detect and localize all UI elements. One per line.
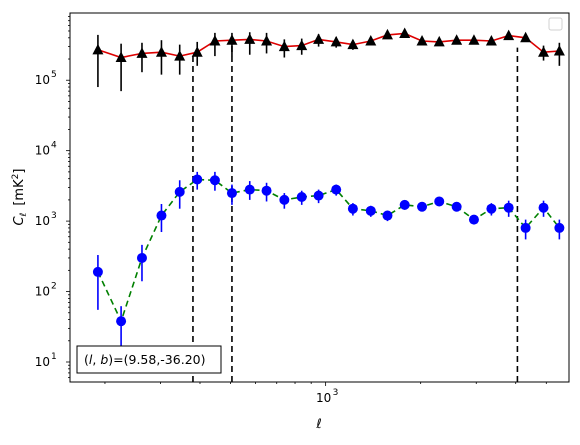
y-label-unit: [mK	[12, 179, 27, 206]
series-0-marker	[485, 35, 497, 46]
series-1-marker	[347, 203, 358, 214]
y-tick-label-exp: 1	[51, 352, 57, 362]
series-1-marker	[434, 196, 445, 207]
series-1-marker	[174, 186, 185, 197]
y-axis-label: Cℓ [mK2]	[11, 169, 29, 226]
series-1-marker	[209, 175, 220, 186]
series-1-marker	[451, 201, 462, 212]
series-1-marker	[313, 190, 324, 201]
series-0-marker	[399, 27, 411, 39]
series-1-marker	[382, 210, 393, 221]
annotation-box: (l, b)=(9.58,-36.20)	[76, 345, 222, 374]
series-0-marker	[115, 51, 127, 63]
y-tick-label: 10	[35, 144, 50, 158]
y-label-unit-close: ]	[12, 169, 27, 174]
series-1-line	[97, 178, 561, 324]
series-1-marker	[261, 185, 272, 196]
series-1-marker	[538, 202, 549, 213]
series-0-marker	[538, 46, 550, 57]
series-0-marker	[278, 40, 290, 52]
series-0-marker	[451, 34, 463, 45]
y-tick-label: 10	[35, 73, 50, 87]
series-0-marker	[416, 35, 428, 46]
y-label-sub: ℓ	[19, 213, 29, 218]
plot-frame	[69, 12, 570, 383]
series-1-marker	[503, 202, 514, 213]
series-1-marker	[554, 222, 565, 233]
series-1-marker	[296, 191, 307, 202]
series-0-marker	[468, 34, 480, 45]
annotation-b: b	[100, 352, 108, 367]
series-layer	[92, 27, 565, 382]
series-0-marker	[191, 46, 203, 57]
series-0-marker	[347, 38, 359, 50]
annotation-prefix: (	[84, 352, 89, 367]
series-0-marker	[330, 35, 342, 47]
annotation-suffix: )=(9.58,-36.20)	[108, 352, 205, 367]
y-label-main: C	[12, 215, 27, 225]
series-1-marker	[486, 203, 497, 214]
series-1-marker	[156, 210, 167, 221]
series-1-marker	[279, 194, 290, 205]
y-tick-label-exp: 5	[51, 70, 57, 80]
series-0-marker	[209, 35, 221, 46]
y-tick-label-exp: 3	[51, 211, 57, 221]
x-axis-label: ℓ	[315, 417, 321, 432]
series-0-marker	[313, 33, 325, 44]
series-0-marker	[92, 43, 104, 55]
series-0-marker	[553, 44, 565, 56]
series-1-marker	[192, 174, 203, 185]
series-0-marker	[244, 33, 256, 44]
series-1-marker	[331, 184, 342, 195]
svg-text:(l, b)=(9.58,-36.20): (l, b)=(9.58,-36.20)	[84, 352, 205, 367]
x-tick-label-exp: 3	[333, 388, 339, 398]
series-0-marker	[381, 28, 393, 40]
series-1-marker	[244, 184, 255, 195]
y-tick-label-exp: 4	[51, 141, 57, 151]
y-label-unit-sup: 2	[11, 174, 21, 180]
x-tick-label: 10	[316, 391, 331, 405]
series-1-marker	[92, 266, 103, 277]
series-1-marker	[136, 252, 147, 263]
series-0-marker	[261, 35, 273, 46]
series-0-marker	[226, 34, 238, 45]
series-1-marker	[520, 222, 531, 233]
y-tick-label-exp: 2	[51, 282, 57, 292]
annotation-l: l	[89, 352, 93, 367]
series-0-marker	[174, 50, 186, 61]
series-1-marker	[116, 316, 127, 327]
series-1-marker	[468, 214, 479, 225]
y-tick-label: 10	[35, 355, 50, 369]
annotation-sep: ,	[92, 352, 100, 367]
series-0-marker	[296, 39, 308, 51]
series-1-marker	[417, 201, 428, 212]
series-1-marker	[226, 188, 237, 199]
series-1-marker	[365, 205, 376, 216]
series-0-marker	[503, 29, 515, 41]
series-0-marker	[433, 35, 445, 47]
series-1-marker	[399, 199, 410, 210]
series-0-marker	[365, 35, 377, 46]
series-0-marker	[136, 47, 148, 58]
series-0-marker	[155, 46, 167, 57]
series-0-marker	[520, 31, 532, 43]
legend-box	[548, 17, 563, 31]
y-tick-label: 10	[35, 285, 50, 299]
y-tick-label: 10	[35, 214, 50, 228]
